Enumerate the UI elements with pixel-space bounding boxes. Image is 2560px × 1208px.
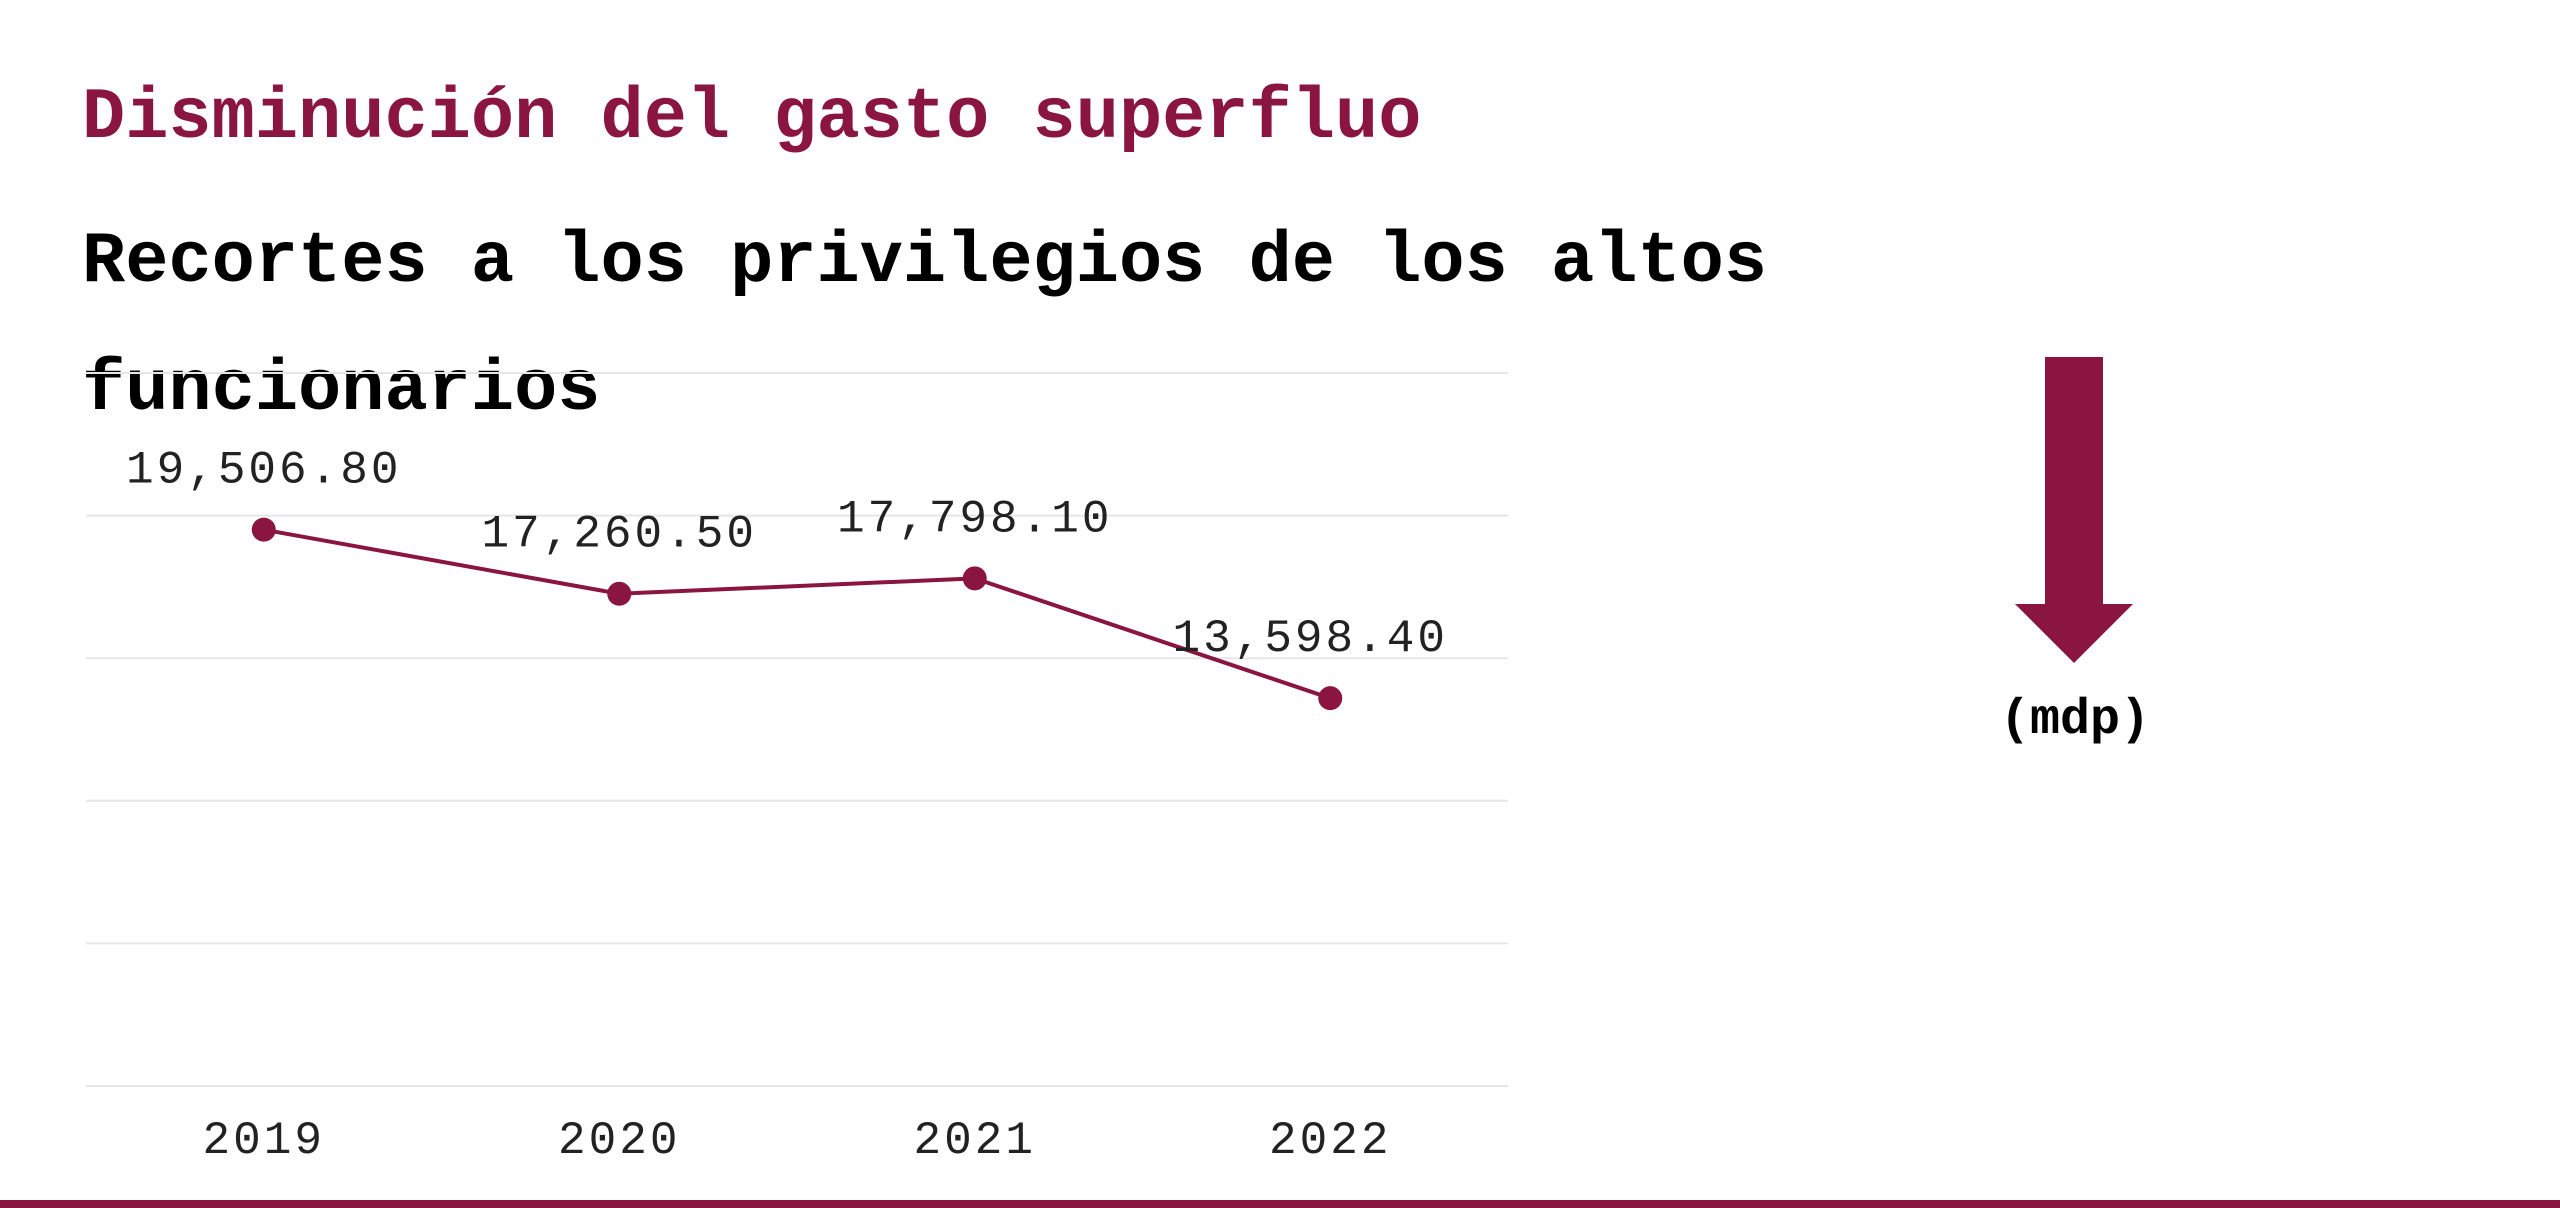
data-point <box>1318 686 1343 711</box>
page-subtitle: Recortes a los privilegios de los altos … <box>82 221 1768 431</box>
data-point <box>962 566 987 591</box>
data-label: 13,598.40 <box>1173 613 1448 665</box>
x-tick-label: 2020 <box>558 1115 680 1167</box>
x-tick-label: 2022 <box>1269 1115 1391 1167</box>
chart-gridlines <box>86 372 1508 1087</box>
data-label: 17,260.50 <box>482 509 757 561</box>
bottom-divider <box>0 1200 2560 1208</box>
x-tick-label: 2021 <box>914 1115 1036 1167</box>
down-arrow-icon <box>2015 357 2133 663</box>
chart-data-labels: 19,506.80 17,260.50 17,798.10 13,598.40 <box>126 445 1448 666</box>
series-line <box>263 527 1331 701</box>
chart-series-line <box>263 527 1331 701</box>
chart-points <box>251 517 1343 711</box>
data-point <box>251 517 276 542</box>
chart-x-tick-labels: 2019 2020 2021 2022 <box>203 1115 1391 1167</box>
unit-label: (mdp) <box>1999 692 2151 749</box>
data-label: 17,798.10 <box>837 493 1112 545</box>
page-title: Disminución del gasto superfluo <box>82 77 1422 159</box>
x-tick-label: 2019 <box>203 1115 325 1167</box>
data-point <box>607 581 632 606</box>
data-label: 19,506.80 <box>126 445 401 497</box>
